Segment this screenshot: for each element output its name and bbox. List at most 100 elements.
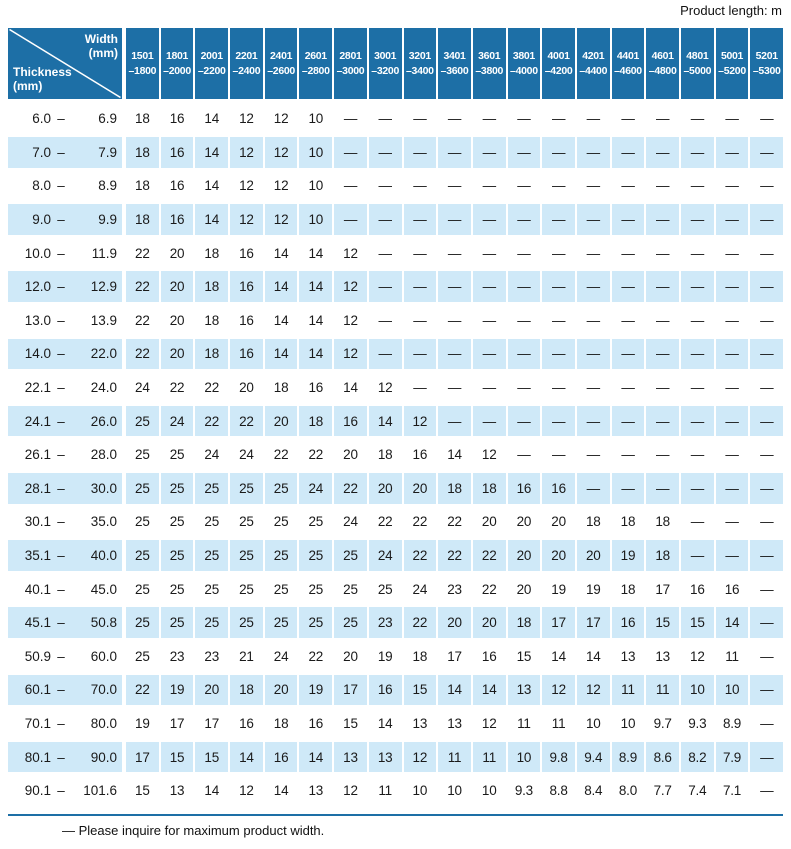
thickness-range-cell: 45.1– 50.8 [8,607,122,638]
max-length-value-cell: 12 [343,783,358,799]
max-length-value-cell: 13 [334,741,367,773]
max-length-value-cell: 20 [516,514,532,530]
thickness-to: 80.0 [90,715,117,731]
thickness-from: 14.0 [24,346,51,362]
max-length-value-cell: 25 [195,473,229,504]
max-length-value-cell: 8.4 [584,783,603,799]
max-length-value-cell: 20 [403,473,437,504]
max-length-value-cell: — [472,405,506,437]
max-length-value-cell: — [750,741,784,773]
max-length-value-cell: — [656,380,670,396]
max-length-value-cell: — [681,338,714,370]
max-length-value-cell: — [750,674,784,706]
thickness-from: 26.1 [24,447,51,463]
max-length-value-cell: 19 [585,581,601,597]
max-length-value-cell: 16 [169,178,185,194]
max-length-value-cell: 25 [308,514,324,530]
max-length-value-cell: — [760,648,774,664]
max-length-value-cell: 18 [377,447,393,463]
max-length-value-cell: 17 [204,715,220,731]
max-length-value-cell: 13 [368,741,402,773]
width-range-end: –1800 [128,64,157,77]
max-length-value-cell: 14 [299,338,333,370]
max-length-value-cell: 16 [368,674,402,706]
max-length-value-cell: 18 [620,514,636,530]
max-length-value-cell: 25 [230,607,263,638]
max-length-value-cell: — [576,338,610,370]
max-length-value-cell: — [447,312,462,328]
max-length-value-cell: 8.2 [681,741,714,773]
max-length-value-cell: — [542,204,575,235]
thickness-axis-label-line2: (mm) [13,79,43,94]
width-range-start: 4801 [686,50,709,63]
table-header-row: Width (mm) Thickness (mm) 1501 –1800 1801–… [8,28,784,99]
max-length-value-cell: 13 [169,783,185,799]
thickness-to: 22.0 [90,346,117,362]
thickness-to: 60.0 [90,648,117,664]
max-length-value-cell: 13 [655,648,670,664]
max-length-value-cell: 18 [299,405,333,437]
thickness-from: 90.1 [24,783,51,799]
max-length-value-cell: 8.0 [618,783,638,799]
thickness-from: 24.1 [24,413,51,429]
max-length-value-cell: 22 [481,581,497,597]
max-length-value-cell: 17 [655,581,670,597]
width-range-header: 3601 –3800 [472,28,506,99]
max-length-value-cell: 8.9 [722,715,742,731]
thickness-from: 35.1 [24,548,51,564]
range-dash: – [57,111,65,127]
width-range-header: 4601 –4800 [646,28,679,99]
thickness-to: 13.9 [90,312,117,328]
max-length-value-cell: 12 [690,648,705,664]
width-range-start: 3801 [512,50,535,63]
thickness-range-cell: 90.1– 101.6 [8,774,122,808]
max-length-value-cell: 24 [273,648,289,664]
max-length-value-cell: 25 [308,581,324,597]
max-length-value-cell: — [517,447,531,463]
width-range-end: –4200 [544,64,573,77]
max-length-value-cell: — [760,783,774,799]
max-length-value-cell: — [621,111,635,127]
max-length-value-cell: — [507,137,541,168]
table-row: 26.1– 28.0 25 25 24 24 22 22 20 18 16 14 12 — — — — — — — — [8,438,783,472]
max-length-value-cell: 7.9 [715,741,749,773]
thickness-range-cell: 24.1– 26.0 [8,405,122,437]
max-length-value-cell: — [725,111,739,127]
max-length-value-cell: 9.8 [542,741,575,773]
thickness-from: 10.0 [24,245,51,261]
width-range-start: 5201 [755,50,778,63]
thickness-from: 50.9 [24,648,51,664]
max-length-value-cell: 15 [195,741,229,773]
max-length-value-cell: — [690,447,705,463]
thickness-range-cell: 8.0– 8.9 [8,169,122,203]
max-length-value-cell: 20 [264,405,298,437]
range-dash: – [57,783,65,799]
width-range-end: –2400 [232,64,261,77]
max-length-value-cell: — [551,447,566,463]
max-length-value-cell: — [482,380,497,396]
thickness-range-cell: 7.0– 7.9 [8,137,122,168]
width-range-end: –3200 [371,64,399,77]
max-length-value-cell: 12 [239,783,254,799]
footnote: — Please inquire for maximum product wid… [62,823,325,839]
max-length-value-cell: 20 [507,540,541,571]
max-length-value-cell: — [690,380,705,396]
max-length-value-cell: — [715,338,749,370]
max-length-value-cell: 16 [481,648,497,664]
max-length-value-cell: — [725,514,739,530]
max-length-value-cell: 16 [239,715,254,731]
thickness-range-cell: 30.1– 35.0 [8,505,122,539]
range-dash: – [57,749,65,765]
max-length-value-cell: 17 [447,648,462,664]
max-length-value-cell: 15 [516,648,532,664]
max-length-value-cell: 14 [273,783,289,799]
range-dash: – [57,144,65,160]
max-length-value-cell: 19 [377,648,393,664]
width-range-end: –2800 [301,64,330,77]
thickness-to: 7.9 [98,144,117,160]
range-dash: – [57,615,65,631]
thickness-range-cell: 28.1– 30.0 [8,473,122,504]
max-length-value-cell: — [368,338,402,370]
max-length-value-cell: 9.7 [653,715,672,731]
max-length-value-cell: 12 [334,271,367,303]
